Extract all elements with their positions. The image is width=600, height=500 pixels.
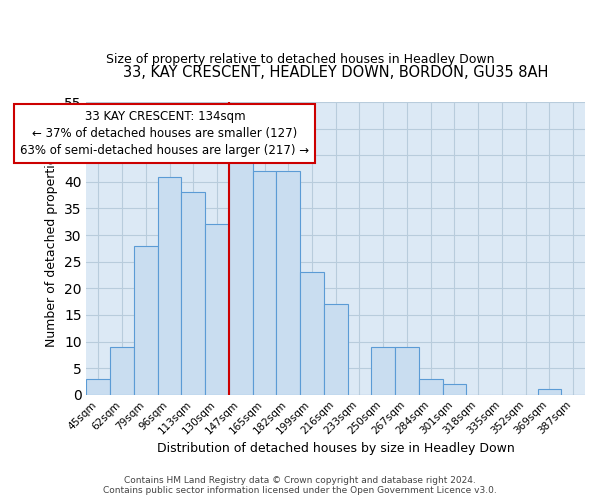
Bar [134, 246, 158, 394]
Text: Contains HM Land Registry data © Crown copyright and database right 2024.
Contai: Contains HM Land Registry data © Crown c… [103, 476, 497, 495]
Bar [110, 347, 134, 395]
Bar [538, 390, 561, 394]
Bar [324, 304, 347, 394]
Bar [86, 379, 110, 394]
Bar [395, 347, 419, 395]
Bar [229, 150, 253, 394]
Title: 33, KAY CRESCENT, HEADLEY DOWN, BORDON, GU35 8AH: 33, KAY CRESCENT, HEADLEY DOWN, BORDON, … [123, 65, 548, 80]
X-axis label: Distribution of detached houses by size in Headley Down: Distribution of detached houses by size … [157, 442, 515, 455]
Text: 33 KAY CRESCENT: 134sqm
← 37% of detached houses are smaller (127)
63% of semi-d: 33 KAY CRESCENT: 134sqm ← 37% of detache… [20, 110, 310, 157]
Y-axis label: Number of detached properties: Number of detached properties [46, 150, 58, 347]
Bar [300, 272, 324, 394]
Bar [158, 176, 181, 394]
Bar [181, 192, 205, 394]
Bar [205, 224, 229, 394]
Bar [371, 347, 395, 395]
Bar [277, 171, 300, 394]
Bar [253, 171, 277, 394]
Bar [419, 379, 443, 394]
Bar [443, 384, 466, 394]
Text: Size of property relative to detached houses in Headley Down: Size of property relative to detached ho… [106, 52, 494, 66]
